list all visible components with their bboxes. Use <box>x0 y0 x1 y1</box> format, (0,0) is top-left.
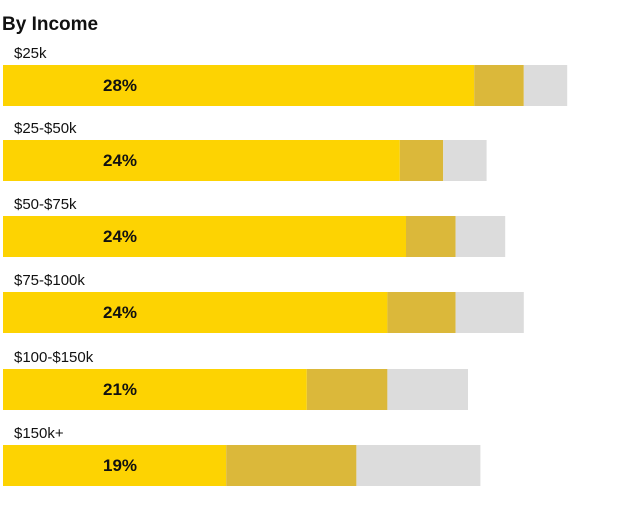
bar-segment <box>399 140 444 181</box>
category-label: $150k+ <box>14 425 64 442</box>
bar-segment <box>455 216 506 257</box>
chart-title: By Income <box>2 14 98 35</box>
bar-label: 28% <box>103 76 137 95</box>
category-label: $50-$75k <box>14 196 77 213</box>
bar-segment <box>443 140 487 181</box>
bar-segment <box>387 369 468 410</box>
bar-segment <box>474 65 524 106</box>
bar-segment <box>387 292 456 333</box>
category-label: $75-$100k <box>14 272 85 289</box>
bar-label: 24% <box>103 303 137 322</box>
bar-segment <box>3 65 475 106</box>
category-label: $25k <box>14 45 47 62</box>
category-label: $25-$50k <box>14 120 77 137</box>
bar-segment <box>3 216 406 257</box>
bar-segment <box>455 292 524 333</box>
bar-label: 24% <box>103 227 137 246</box>
bar-segment <box>3 445 227 486</box>
bar-label: 24% <box>103 151 137 170</box>
category-label: $100-$150k <box>14 349 94 366</box>
bar-label: 19% <box>103 456 137 475</box>
bar-segment <box>3 140 400 181</box>
bar-segment <box>406 216 456 257</box>
bar-label: 21% <box>103 380 137 399</box>
bar-segment <box>3 292 388 333</box>
bar-segment <box>356 445 481 486</box>
bar-segment <box>306 369 388 410</box>
bar-segment <box>226 445 357 486</box>
bar-segment <box>523 65 568 106</box>
bar-segment <box>3 369 307 410</box>
